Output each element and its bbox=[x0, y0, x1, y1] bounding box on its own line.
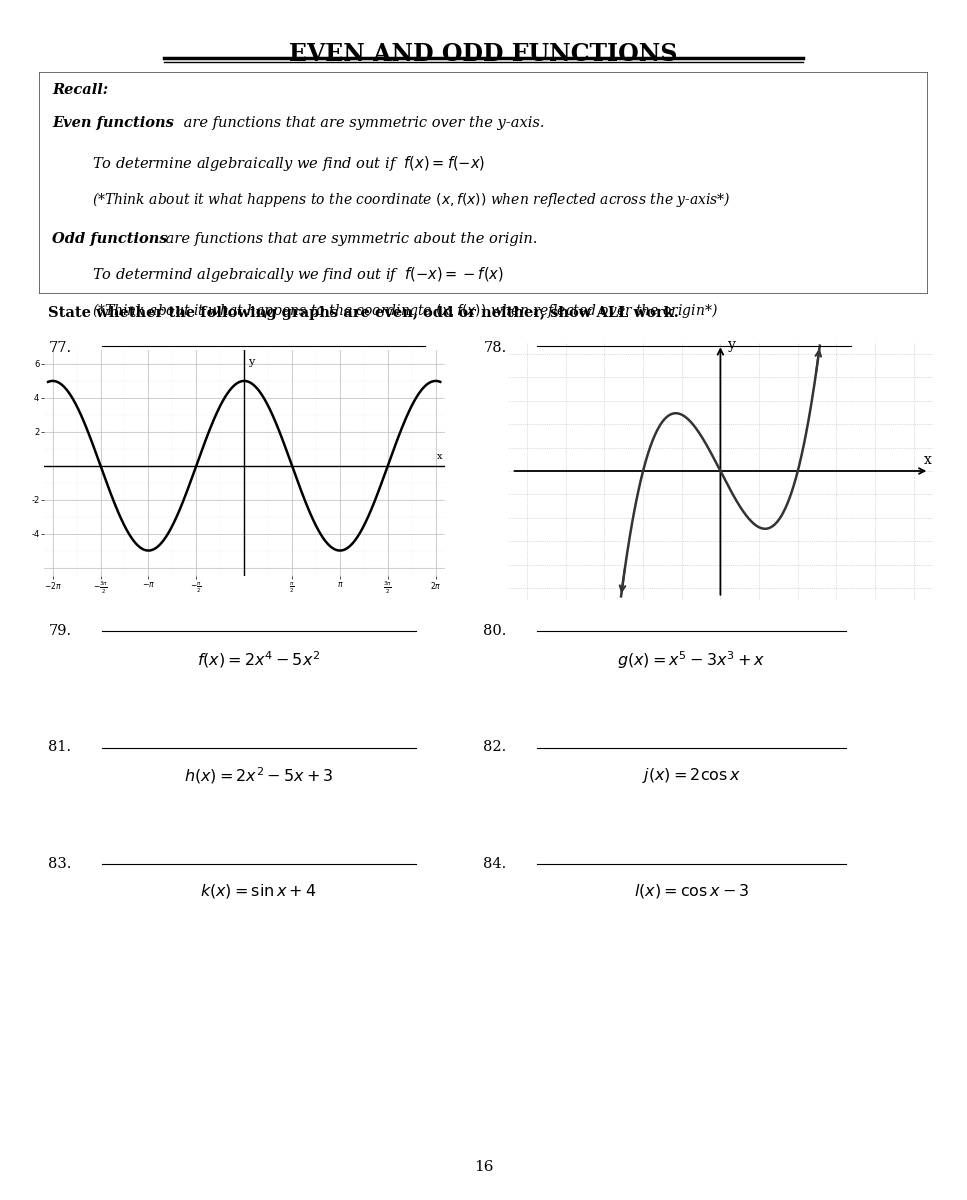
Text: $g(x) = x^5 - 3x^3 + x$: $g(x) = x^5 - 3x^3 + x$ bbox=[617, 649, 766, 671]
Text: (*Think about it what happens to the coordinate $(x, f(x))$ when reflected over : (*Think about it what happens to the coo… bbox=[92, 301, 718, 319]
Text: Even functions: Even functions bbox=[52, 116, 174, 131]
Text: x: x bbox=[923, 452, 931, 467]
Text: EVEN AND ODD FUNCTIONS: EVEN AND ODD FUNCTIONS bbox=[289, 42, 678, 66]
Text: 79.: 79. bbox=[48, 624, 72, 638]
Text: Odd functions: Odd functions bbox=[52, 232, 167, 246]
Text: $l(x) = \cos x - 3$: $l(x) = \cos x - 3$ bbox=[633, 882, 749, 900]
Text: 77.: 77. bbox=[48, 341, 72, 355]
Text: To determine algebraically we find out if  $f(x) = f(-x)$: To determine algebraically we find out i… bbox=[92, 154, 485, 173]
Text: $k(x) = \sin x + 4$: $k(x) = \sin x + 4$ bbox=[200, 882, 317, 900]
Text: are functions that are symmetric over the y-axis.: are functions that are symmetric over th… bbox=[179, 116, 544, 131]
Text: $f(x) = 2x^4 - 5x^2$: $f(x) = 2x^4 - 5x^2$ bbox=[197, 649, 320, 670]
Text: 84.: 84. bbox=[484, 857, 507, 871]
Text: 78.: 78. bbox=[484, 341, 507, 355]
Text: y: y bbox=[728, 338, 736, 352]
Text: 80.: 80. bbox=[484, 624, 507, 638]
Text: y: y bbox=[248, 358, 254, 367]
Text: x: x bbox=[437, 452, 443, 461]
Text: 81.: 81. bbox=[48, 740, 72, 755]
Text: are functions that are symmetric about the origin.: are functions that are symmetric about t… bbox=[161, 232, 538, 246]
Text: $h(x) = 2x^2 - 5x + 3$: $h(x) = 2x^2 - 5x + 3$ bbox=[184, 766, 334, 786]
Text: $j(x) = 2\cos x$: $j(x) = 2\cos x$ bbox=[642, 766, 741, 785]
Text: (*Think about it what happens to the coordinate $(x, f(x))$ when reflected acros: (*Think about it what happens to the coo… bbox=[92, 190, 731, 209]
Text: To determind algebraically we find out if  $f(-x) = -f(x)$: To determind algebraically we find out i… bbox=[92, 265, 504, 284]
Text: 16: 16 bbox=[474, 1159, 493, 1174]
Text: State whether the following graphs are even, odd or neither, show ALL work.: State whether the following graphs are e… bbox=[48, 306, 679, 320]
Text: Recall:: Recall: bbox=[52, 83, 108, 97]
Text: 83.: 83. bbox=[48, 857, 72, 871]
Text: 82.: 82. bbox=[484, 740, 507, 755]
